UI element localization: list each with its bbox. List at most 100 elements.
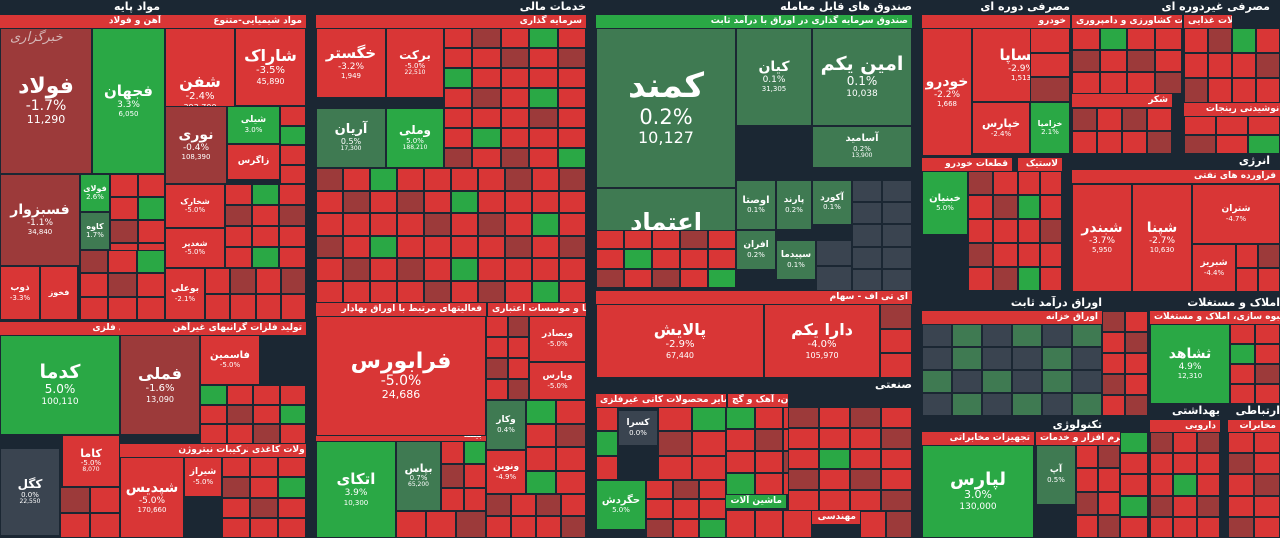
stock-tile-small[interactable]: [726, 429, 755, 451]
stock-tile-small[interactable]: [1216, 116, 1248, 135]
stock-tile-small[interactable]: [226, 424, 253, 444]
stock-tile-small[interactable]: [922, 347, 952, 370]
stock-tile-small[interactable]: [850, 469, 881, 491]
stock-tile-small[interactable]: [1184, 135, 1216, 154]
stock-tile-small[interactable]: [1102, 353, 1125, 374]
stock-tile-small[interactable]: [556, 423, 586, 447]
stock-tile-small[interactable]: [788, 490, 819, 511]
stock-tile-small[interactable]: [624, 268, 652, 288]
stock-tile-small[interactable]: [658, 431, 692, 456]
stock-tile-small[interactable]: [316, 280, 343, 303]
stock-tile-small[interactable]: [982, 324, 1012, 347]
stock-tile-small[interactable]: [1173, 453, 1197, 475]
stock-tile[interactable]: آریان 0.5% 17,300: [316, 108, 386, 168]
stock-tile-small[interactable]: [478, 280, 505, 303]
stock-tile-small[interactable]: [526, 447, 556, 471]
stock-tile-small[interactable]: [968, 243, 993, 267]
stock-tile[interactable]: فخوز: [40, 266, 78, 320]
stock-tile[interactable]: امین یکم 0.1% 10,038: [812, 28, 912, 126]
stock-tile-small[interactable]: [278, 517, 306, 538]
stock-tile-small[interactable]: [370, 280, 397, 303]
stock-tile-small[interactable]: [886, 511, 912, 538]
stock-tile-small[interactable]: [230, 294, 256, 320]
stock-tile-small[interactable]: [1150, 474, 1174, 496]
stock-tile-small[interactable]: [860, 511, 886, 538]
stock-tile-small[interactable]: [250, 497, 278, 518]
stock-tile-small[interactable]: [1254, 474, 1280, 496]
stock-tile[interactable]: شتران -4.7%: [1192, 184, 1280, 244]
stock-tile[interactable]: شپنا -2.7% 10,630: [1132, 184, 1192, 292]
stock-tile-small[interactable]: [396, 511, 426, 538]
stock-tile[interactable]: خپارس -2.4%: [972, 102, 1030, 154]
stock-tile-small[interactable]: [968, 219, 993, 243]
stock-tile-small[interactable]: [1099, 28, 1127, 50]
stock-tile-small[interactable]: [279, 226, 306, 247]
stock-tile-small[interactable]: [1120, 453, 1148, 475]
stock-tile[interactable]: آپ 0.5%: [1036, 445, 1076, 505]
stock-tile-small[interactable]: [1097, 131, 1122, 154]
stock-tile-small[interactable]: [397, 168, 424, 191]
stock-tile-small[interactable]: [526, 470, 556, 494]
stock-tile-small[interactable]: [1228, 495, 1254, 517]
stock-tile-small[interactable]: [1150, 516, 1174, 538]
stock-tile-small[interactable]: [225, 226, 252, 247]
stock-tile[interactable]: اوصتا 0.1%: [736, 180, 776, 230]
stock-tile-small[interactable]: [692, 431, 726, 456]
stock-tile-small[interactable]: [343, 168, 370, 191]
stock-tile-small[interactable]: [1184, 116, 1216, 135]
stock-tile-small[interactable]: [880, 328, 912, 354]
stock-tile-small[interactable]: [486, 337, 508, 358]
stock-tile-small[interactable]: [596, 249, 624, 269]
stock-tile-small[interactable]: [819, 469, 850, 491]
stock-tile-small[interactable]: [532, 235, 559, 258]
stock-tile[interactable]: شیلی 3.0%: [227, 106, 280, 144]
stock-tile-small[interactable]: [1018, 195, 1040, 219]
stock-tile-small[interactable]: [1072, 393, 1102, 416]
stock-tile-small[interactable]: [852, 202, 882, 225]
stock-tile-small[interactable]: [1125, 374, 1148, 395]
stock-tile[interactable]: برکت -5.0% 22,510: [386, 28, 444, 98]
stock-tile-small[interactable]: [1150, 432, 1174, 454]
stock-tile-small[interactable]: [708, 230, 736, 250]
stock-tile[interactable]: شبریز -4.4%: [1192, 244, 1236, 292]
stock-tile-small[interactable]: [993, 243, 1018, 267]
stock-tile[interactable]: خگستر -3.2% 1,949: [316, 28, 386, 98]
stock-tile-small[interactable]: [529, 128, 558, 148]
stock-tile[interactable]: افران 0.2%: [736, 230, 776, 270]
stock-tile-small[interactable]: [472, 68, 501, 88]
stock-tile[interactable]: کیان 0.1% 31,305: [736, 28, 812, 126]
stock-tile-small[interactable]: [692, 455, 726, 480]
stock-tile-small[interactable]: [110, 220, 138, 243]
stock-tile-small[interactable]: [982, 393, 1012, 416]
stock-tile-small[interactable]: [110, 197, 138, 220]
stock-tile-small[interactable]: [1184, 28, 1208, 53]
stock-tile-small[interactable]: [536, 516, 561, 538]
stock-tile-small[interactable]: [280, 106, 306, 126]
stock-tile-small[interactable]: [424, 235, 451, 258]
stock-tile-small[interactable]: [788, 469, 819, 491]
stock-tile-small[interactable]: [952, 370, 982, 393]
stock-tile-small[interactable]: [1248, 135, 1280, 154]
stock-tile-small[interactable]: [424, 168, 451, 191]
stock-tile-small[interactable]: [754, 473, 784, 495]
stock-tile-small[interactable]: [532, 213, 559, 236]
stock-tile-small[interactable]: [253, 404, 280, 425]
stock-tile-small[interactable]: [993, 219, 1018, 243]
stock-tile[interactable]: کاما -5.0% 8,070: [62, 435, 120, 487]
stock-tile-small[interactable]: [255, 268, 281, 294]
stock-tile-small[interactable]: [1012, 347, 1042, 370]
stock-tile-small[interactable]: [136, 250, 165, 274]
stock-tile-small[interactable]: [529, 148, 558, 168]
stock-tile-small[interactable]: [526, 400, 556, 424]
stock-tile[interactable]: وملی 5.0% 188,210: [386, 108, 444, 168]
stock-tile-small[interactable]: [278, 477, 306, 498]
stock-tile-small[interactable]: [136, 296, 165, 320]
stock-tile-small[interactable]: [726, 473, 755, 495]
stock-tile-small[interactable]: [1072, 324, 1102, 347]
stock-tile-small[interactable]: [1255, 324, 1280, 344]
stock-tile[interactable]: اتکای 3.9% 10,300: [316, 441, 396, 538]
stock-tile-small[interactable]: [680, 268, 708, 288]
stock-tile-small[interactable]: [222, 477, 250, 498]
stock-tile-small[interactable]: [559, 235, 586, 258]
stock-tile-small[interactable]: [451, 235, 478, 258]
